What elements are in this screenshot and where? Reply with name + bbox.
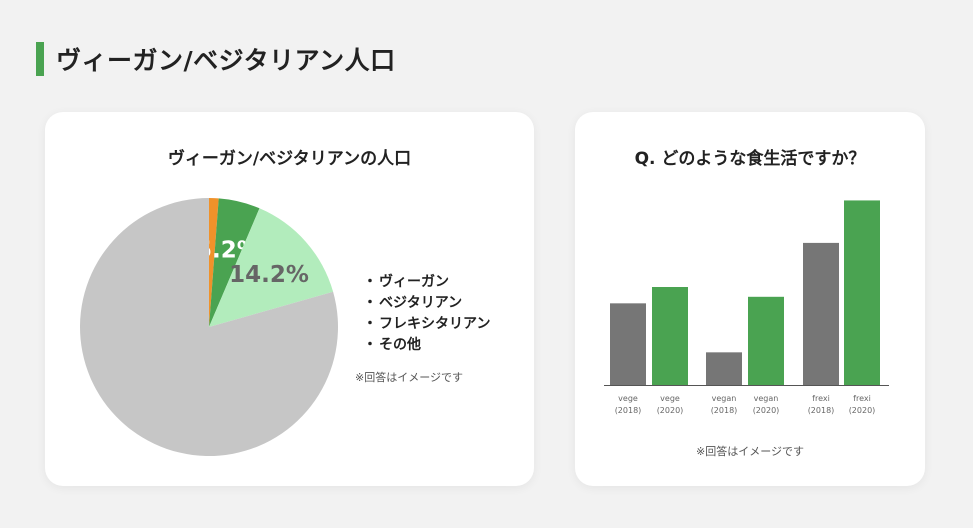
bar [706,352,742,385]
page-header: ヴィーガン/ベジタリアン人口 [36,42,396,76]
pie-data-label: 14.2% [229,262,309,288]
bar [803,242,839,385]
pie-chart: 5.2%14.2% [80,198,339,456]
legend-item: ・ベジタリアン [363,295,463,311]
legend-item: ・その他 [363,337,421,353]
bar [652,287,688,385]
pie-legend: ・ヴィーガン ・ベジタリアン ・フレキシタリアン ・その他 [363,272,490,356]
legend-item: ・フレキシタリアン [363,316,491,332]
x-tick-label: vege (2020) [657,394,684,415]
pie-slice [209,198,219,327]
bar [748,296,784,385]
pie-slice [80,198,339,456]
legend-label: その他 [379,337,421,353]
x-tick-label: vegan (2018) [711,394,738,415]
legend-label: フレキシタリアン [379,316,491,332]
x-tick-label: frexi (2020) [849,394,876,415]
x-tick-label: frexi (2018) [808,394,835,415]
legend-label: ヴィーガン [379,274,449,290]
image-note: ※回答はイメージです [355,371,463,384]
x-tick-label: vege (2018) [615,394,642,415]
bar-chart: vege (2018) vege (2020) vegan (2018) vegan (202… [604,200,889,415]
pie-chart-card: ヴィーガン/ベジタリアンの人口 5.2% 14.2% ・ヴィーガン ・ベジタリアン… [45,112,534,486]
bar-chart-title: Q. どのような食生活ですか？ [634,149,866,169]
pie-slice [209,208,334,327]
image-note: ※回答はイメージです [696,445,804,458]
legend-label: ベジタリアン [379,295,463,311]
legend-item: ・ヴィーガン [363,274,449,290]
x-tick-label: vegan (2020) [753,394,780,415]
page-title: ヴィーガン/ベジタリアン人口 [56,46,396,75]
bar-chart-card: Q. どのような食生活ですか？ vege (2018) vege (2020) vega… [575,112,925,486]
bar [844,200,880,385]
title-accent-bar [36,42,44,76]
bar [610,303,646,385]
pie-slice [209,198,260,327]
pie-chart-title: ヴィーガン/ベジタリアンの人口 [167,149,412,169]
